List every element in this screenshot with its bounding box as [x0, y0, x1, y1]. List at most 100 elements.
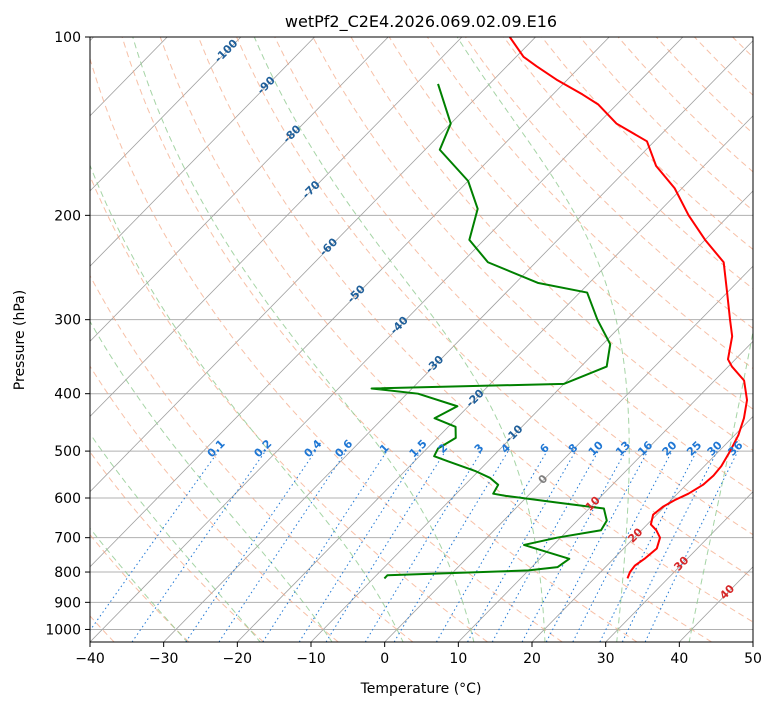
- moist-adiabat-label: -90: [254, 74, 277, 97]
- plot-area: -100-90-80-70-60-50-40-30-20-10010203040…: [90, 37, 775, 643]
- isotherm-line: [679, 566, 753, 642]
- moist-adiabat-label: -50: [345, 282, 368, 305]
- moist-adiabat-line: [90, 163, 404, 642]
- mixing-ratio-line: [521, 450, 627, 642]
- mixing-ratio-line: [298, 450, 422, 642]
- dry-adiabat-line: [90, 56, 563, 642]
- isotherm-line: [605, 491, 753, 642]
- moist-adiabat-line: [90, 320, 333, 642]
- isotherm-grid: [90, 37, 753, 642]
- isotherm-line: [90, 37, 463, 418]
- isotherm-line: [384, 265, 753, 642]
- moist-adiabat-label: -70: [300, 178, 323, 201]
- isotherm-line: [90, 37, 684, 642]
- mixing-ratio-label: 20: [660, 438, 680, 458]
- dry-adiabat-line: [90, 174, 488, 642]
- y-axis-ticks: 100 200 300 400 500 600 700 800 900 1000: [45, 30, 90, 638]
- dewpoint-profile: [370, 83, 612, 580]
- mixing-ratio-line: [218, 450, 347, 642]
- y-axis-label: Pressure (hPa): [12, 290, 28, 390]
- y-tick-label: 600: [54, 491, 81, 507]
- dry-adiabat-line: [90, 533, 190, 642]
- mixing-ratio-label: 16: [635, 438, 655, 458]
- dry-adiabat-line: [121, 37, 638, 642]
- mixing-ratio-label: 13: [613, 439, 633, 459]
- isotherm-line: [531, 415, 753, 642]
- mixing-ratio-label: 8: [566, 441, 581, 456]
- x-tick-label: −40: [75, 651, 105, 667]
- dry-adiabat-line: [426, 37, 753, 370]
- chart-title: wetPf2_C2E4.2026.069.02.09.E16: [285, 12, 557, 32]
- dry-adiabat-line: [274, 37, 753, 536]
- moist-adiabat-label: -80: [280, 122, 303, 145]
- mixing-ratio-label: 10: [586, 438, 606, 458]
- mixing-ratio-line: [644, 450, 739, 642]
- moist-adiabat-line: [90, 432, 261, 642]
- x-axis-label: Temperature (°C): [360, 681, 482, 697]
- x-tick-label: −20: [223, 651, 253, 667]
- isotherm-line: [458, 340, 753, 642]
- moist-adiabat-line: [253, 37, 546, 642]
- mixing-ratio-line: [90, 450, 220, 632]
- x-tick-label: 30: [597, 651, 615, 667]
- mixing-ratio-label: 6: [537, 441, 552, 456]
- x-tick-label: 0: [380, 651, 389, 667]
- mixing-ratio-line: [364, 450, 483, 642]
- dry-adiabat-line: [197, 37, 753, 623]
- mixing-ratio-line: [262, 450, 388, 642]
- moist-adiabats: [90, 37, 775, 643]
- dry-adiabat-line: [694, 37, 753, 96]
- moist-adiabat-line: [132, 37, 475, 642]
- y-tick-label: 100: [54, 30, 81, 46]
- mixing-ratio-line: [185, 450, 316, 642]
- sounding-series: [370, 37, 749, 580]
- dry-adiabat-label: 30: [671, 553, 691, 573]
- y-tick-label: 800: [54, 565, 81, 581]
- isotherm-line: [90, 37, 610, 568]
- dry-adiabat-line: [771, 37, 775, 642]
- y-tick-label: 400: [54, 387, 81, 403]
- x-tick-label: 20: [523, 651, 541, 667]
- mixing-ratio-label: 3: [472, 441, 487, 456]
- moist-adiabat-line: [90, 527, 188, 642]
- moist-adiabat-label: -20: [463, 387, 486, 410]
- x-tick-label: 40: [670, 651, 688, 667]
- y-tick-label: 300: [54, 313, 81, 329]
- x-axis-ticks: −40 −30 −20 −10 0 10 20 30 40 50: [75, 642, 762, 667]
- dry-adiabats: [90, 37, 775, 642]
- mixing-ratio-label: 0.6: [332, 437, 355, 460]
- dry-adiabat-line: [388, 37, 753, 410]
- dry-adiabat-label: 40: [717, 582, 737, 602]
- moist-adiabat-line: [688, 329, 753, 642]
- isotherm-line: [237, 115, 753, 642]
- isotherm-line: [163, 40, 753, 642]
- moist-adiabat-label: -100: [212, 37, 241, 66]
- dry-adiabat-label: 10: [583, 494, 603, 514]
- temperature-profile: [508, 37, 749, 579]
- dry-adiabat-line: [312, 37, 753, 493]
- y-tick-label: 900: [54, 595, 81, 611]
- moist-adiabat-line: [762, 37, 775, 643]
- y-tick-label: 500: [54, 444, 81, 460]
- moist-adiabat-label: -10: [502, 422, 525, 445]
- mixing-ratio-line: [545, 450, 649, 642]
- plot-frame: [89, 36, 754, 643]
- mixing-ratio-line: [599, 450, 698, 642]
- dry-adiabat-line: [579, 37, 753, 212]
- mixing-ratio-line: [393, 450, 509, 642]
- isotherm-line: [90, 37, 315, 267]
- dry-adiabat-line: [236, 37, 753, 579]
- x-tick-label: −10: [296, 651, 326, 667]
- x-tick-label: −30: [149, 651, 179, 667]
- y-tick-label: 700: [54, 531, 81, 547]
- mixing-ratio-label: 25: [684, 439, 704, 459]
- mixing-ratio-line: [131, 450, 266, 642]
- isotherm-line: [90, 37, 536, 493]
- dry-adiabat-line: [350, 37, 753, 451]
- x-tick-label: 10: [449, 651, 467, 667]
- moist-adiabat-label: -40: [388, 314, 411, 337]
- mixing-ratio-label: 1: [377, 441, 392, 456]
- dry-adiabat-line: [732, 37, 753, 58]
- mixing-ratio-label: 30: [705, 438, 725, 458]
- isotherm-line: [90, 37, 389, 342]
